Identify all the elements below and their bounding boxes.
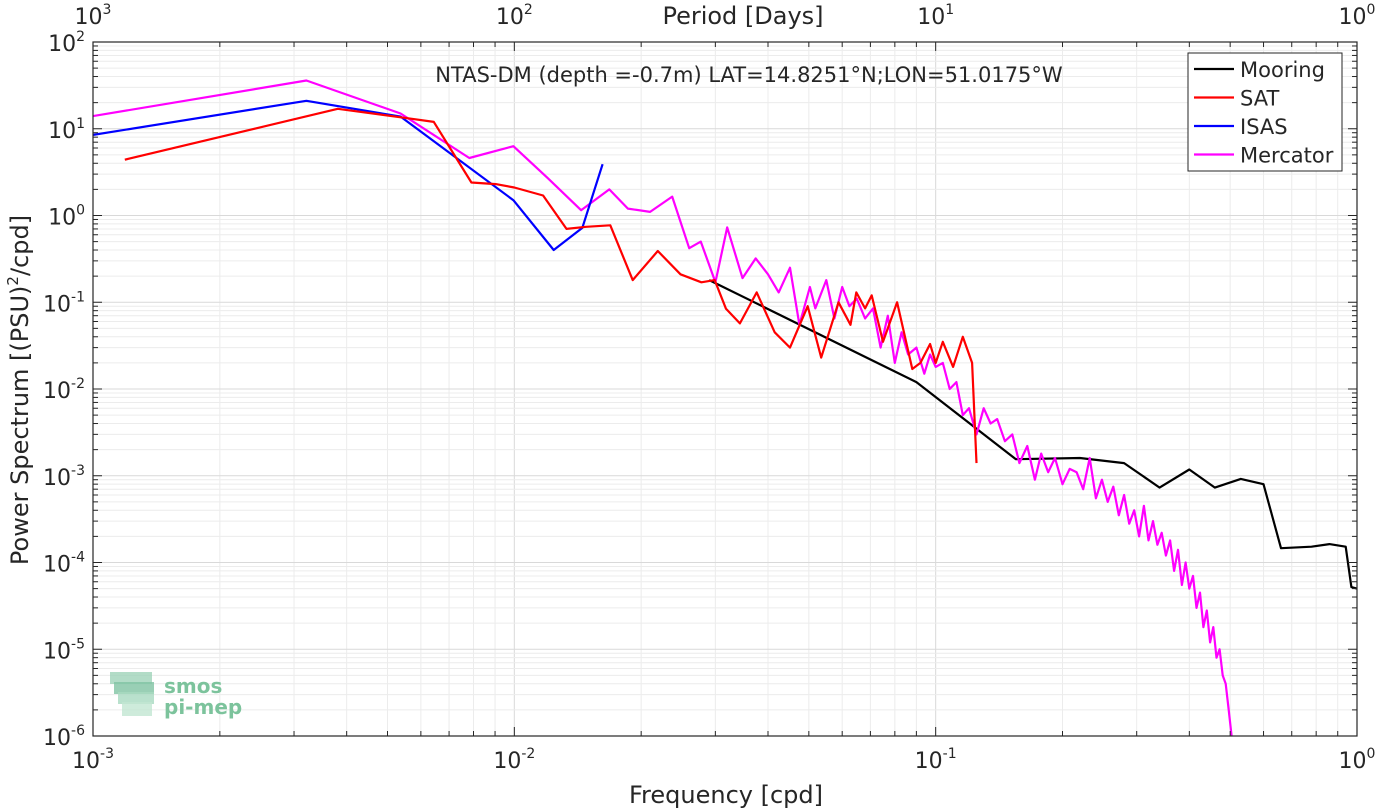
y-tick-label: 10-6 [43,723,85,751]
chart-title: NTAS-DM (depth =-0.7m) LAT=14.8251°N;LON… [435,63,1063,87]
x-tick-label: 100 [1339,746,1376,774]
y-axis-label: Power Spectrum [(PSU)2/cpd] [4,215,34,565]
top-tick-label: 102 [496,2,533,30]
x-tick-label: 10-2 [493,746,535,774]
top-tick-label: 100 [1339,2,1376,30]
smos-pi-mep-logo: smos pi-mep [110,672,242,719]
series-line-mooring [708,279,1357,590]
top-tick-label: 103 [75,2,112,30]
y-tick-label: 10-3 [43,463,85,491]
legend-label-sat: SAT [1240,87,1279,111]
x-tick-label: 10-3 [72,746,114,774]
y-tick-label: 101 [48,116,85,144]
y-axis-label-tail: /cpd] [6,215,34,276]
top-axis-label: Period [Days] [662,2,823,30]
y-tick-label: 10-1 [43,289,85,317]
legend-label-mooring: Mooring [1240,58,1325,82]
y-axis-label-main: Power Spectrum [(PSU) [6,286,34,565]
series-lines [93,79,1357,736]
series-line-mercator [93,79,1233,736]
logo-text-smos: smos [164,674,222,698]
legend-label-mercator: Mercator [1240,144,1334,168]
legend-label-isas: ISAS [1240,115,1288,139]
legend: Mooring SAT ISAS Mercator [1187,52,1343,172]
tick-marks [92,41,1358,737]
y-tick-label: 100 [48,203,85,231]
logo-text-pi-mep: pi-mep [164,695,242,719]
top-tick-label: 101 [917,2,954,30]
y-tick-label: 10-2 [43,376,85,404]
y-tick-label: 102 [48,29,85,57]
x-axis-label: Frequency [cpd] [629,781,823,809]
series-line-sat [124,107,978,464]
y-axis-label-sup: 2 [4,276,22,286]
legend-box [1187,52,1343,172]
x-tick-label: 10-1 [915,746,957,774]
y-tick-label: 10-4 [43,550,85,578]
y-tick-label: 10-5 [43,636,85,664]
